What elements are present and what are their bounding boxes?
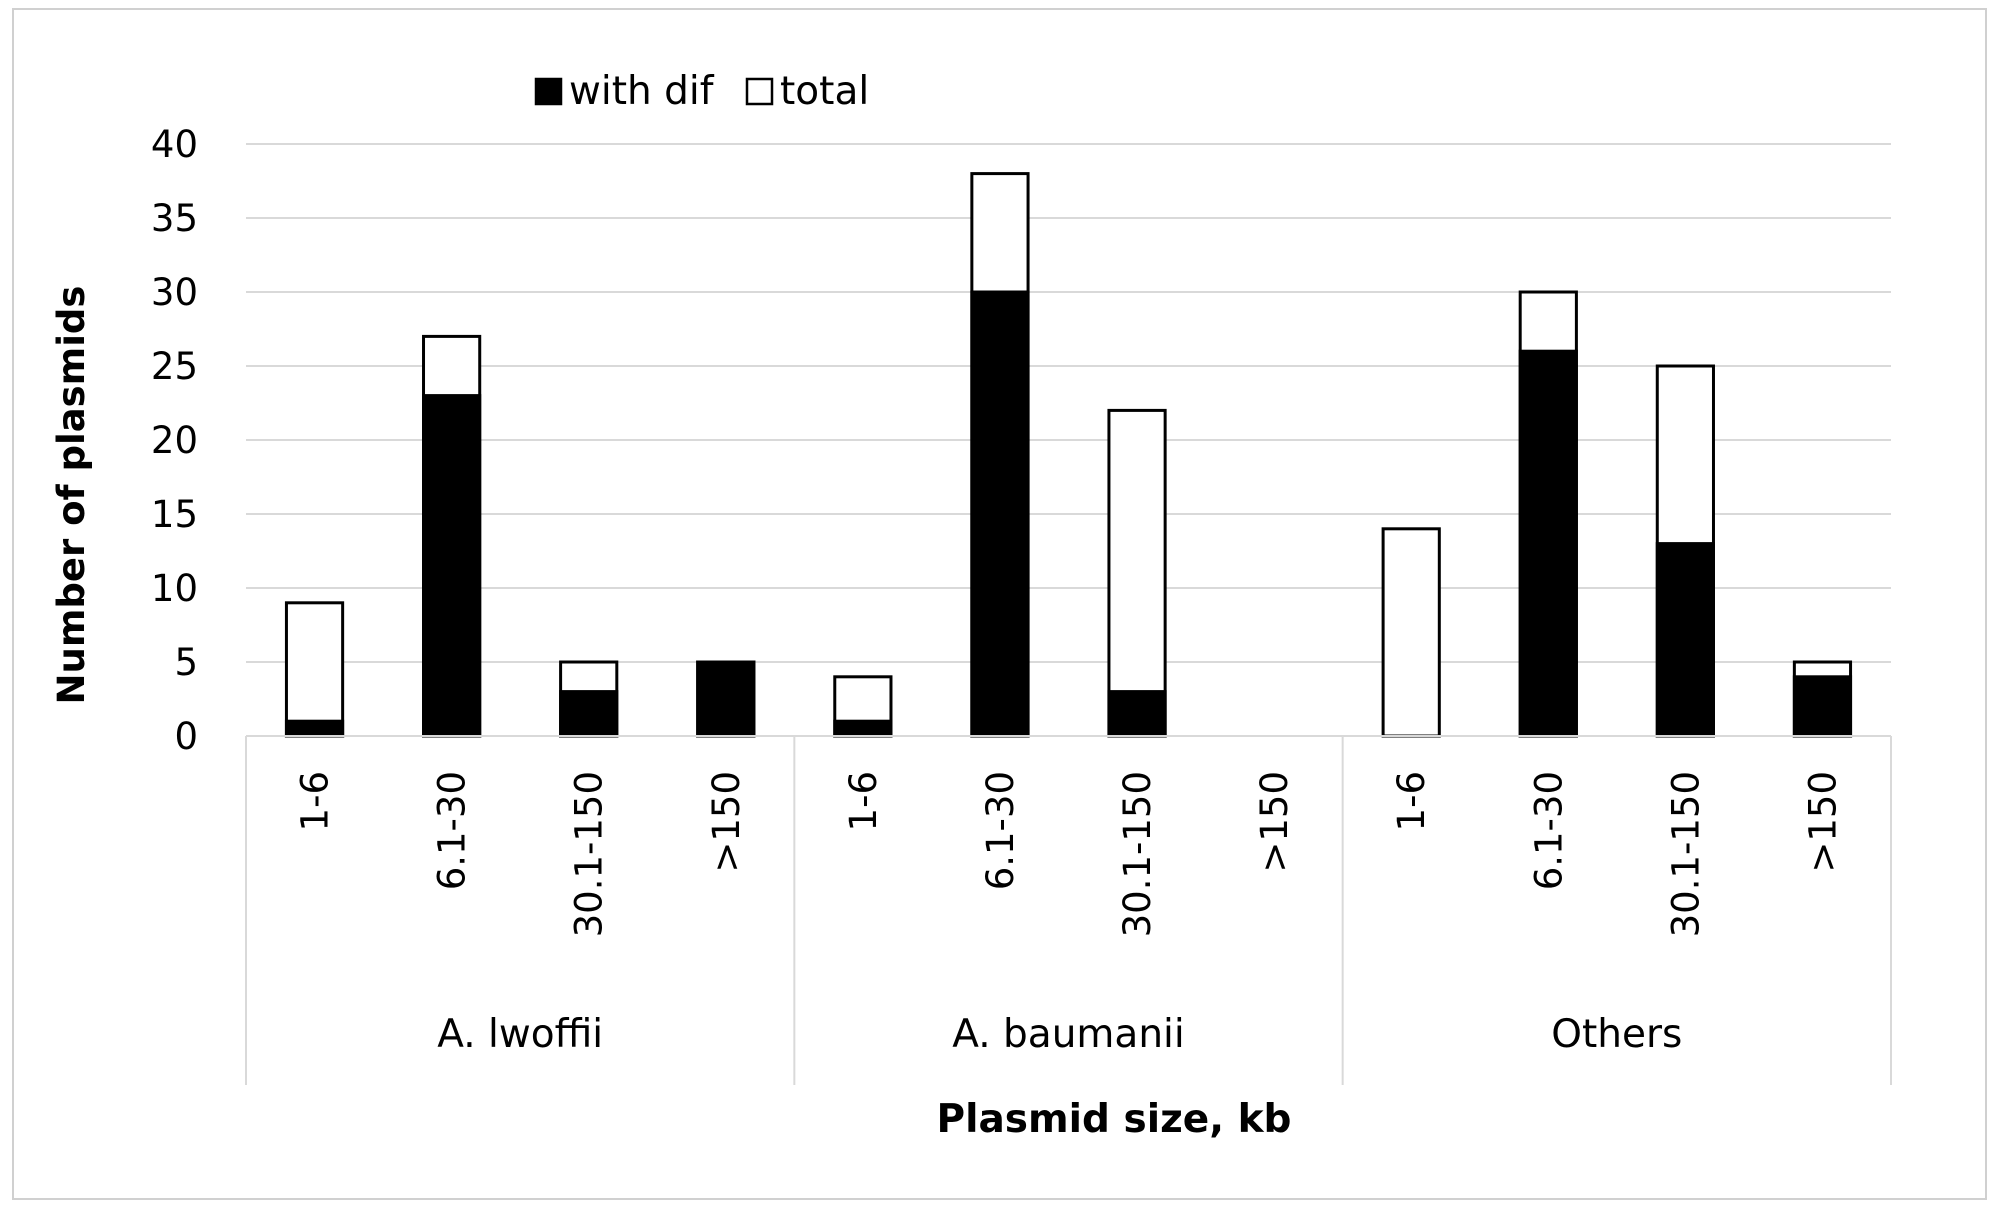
y-tick-label: 25 [151, 345, 198, 388]
y-axis-label: Number of plasmids [50, 286, 93, 705]
chart-frame: 0 5 10 15 20 25 30 35 40 1-6 6.1-30 30.1-150 >150 1-… [12, 8, 1987, 1200]
x-tick-label: 1-6 [294, 771, 337, 831]
bar-with-dif [970, 290, 1030, 738]
bar-with-dif [833, 719, 893, 738]
y-tick-label: 15 [151, 493, 198, 536]
x-tick-label: 1-6 [842, 771, 885, 831]
x-tick-label: >150 [705, 771, 748, 873]
gridlines [246, 143, 1891, 663]
bar-with-dif [559, 690, 619, 738]
x-tick-label: 30.1-150 [1664, 771, 1707, 937]
group-label: Others [1551, 1012, 1682, 1057]
y-tick-label: 20 [151, 419, 198, 462]
bar-with-dif [1518, 349, 1578, 738]
legend: with dif total [534, 69, 869, 114]
bar-with-dif [1792, 675, 1853, 738]
y-tick-label: 0 [174, 715, 198, 758]
y-tick-labels: 0 5 10 15 20 25 30 35 40 [151, 123, 198, 758]
group-label: A. lwoffii [437, 1012, 603, 1057]
group-label: A. baumanii [952, 1012, 1184, 1057]
legend-swatch-total [745, 77, 774, 106]
x-axis-label: Plasmid size, kb [937, 1097, 1292, 1142]
group-labels: A. lwoffii A. baumanii Others [437, 1012, 1682, 1057]
legend-swatch-with-dif [534, 77, 563, 106]
x-tick-label: 6.1-30 [1527, 771, 1570, 890]
x-tick-label: 30.1-150 [1116, 771, 1159, 937]
x-tick-label: >150 [1801, 771, 1844, 873]
y-tick-label: 35 [151, 197, 198, 240]
bar-total [1107, 408, 1167, 738]
bars [284, 172, 1853, 738]
x-tick-label: 30.1-150 [568, 771, 611, 937]
x-tick-label: 1-6 [1390, 771, 1433, 831]
legend-label: with dif [569, 69, 715, 114]
x-tick-labels: 1-6 6.1-30 30.1-150 >150 1-6 6.1-30 30.1-150 >1… [294, 771, 1845, 937]
x-tick-label: 6.1-30 [979, 771, 1022, 890]
y-tick-label: 10 [151, 567, 198, 610]
axes [245, 735, 1892, 1085]
y-tick-label: 5 [174, 641, 198, 684]
y-tick-label: 40 [151, 123, 198, 166]
y-tick-label: 30 [151, 271, 198, 314]
bar-with-dif [422, 394, 482, 738]
bar-total [1381, 527, 1441, 738]
bar-with-dif [1655, 542, 1715, 738]
x-tick-label: >150 [1253, 771, 1296, 873]
bar-with-dif [1107, 690, 1167, 738]
bar-with-dif [696, 660, 756, 738]
x-tick-label: 6.1-30 [431, 771, 474, 890]
bar-with-dif [284, 719, 345, 738]
legend-label: total [780, 69, 869, 114]
bar-total [284, 601, 345, 738]
